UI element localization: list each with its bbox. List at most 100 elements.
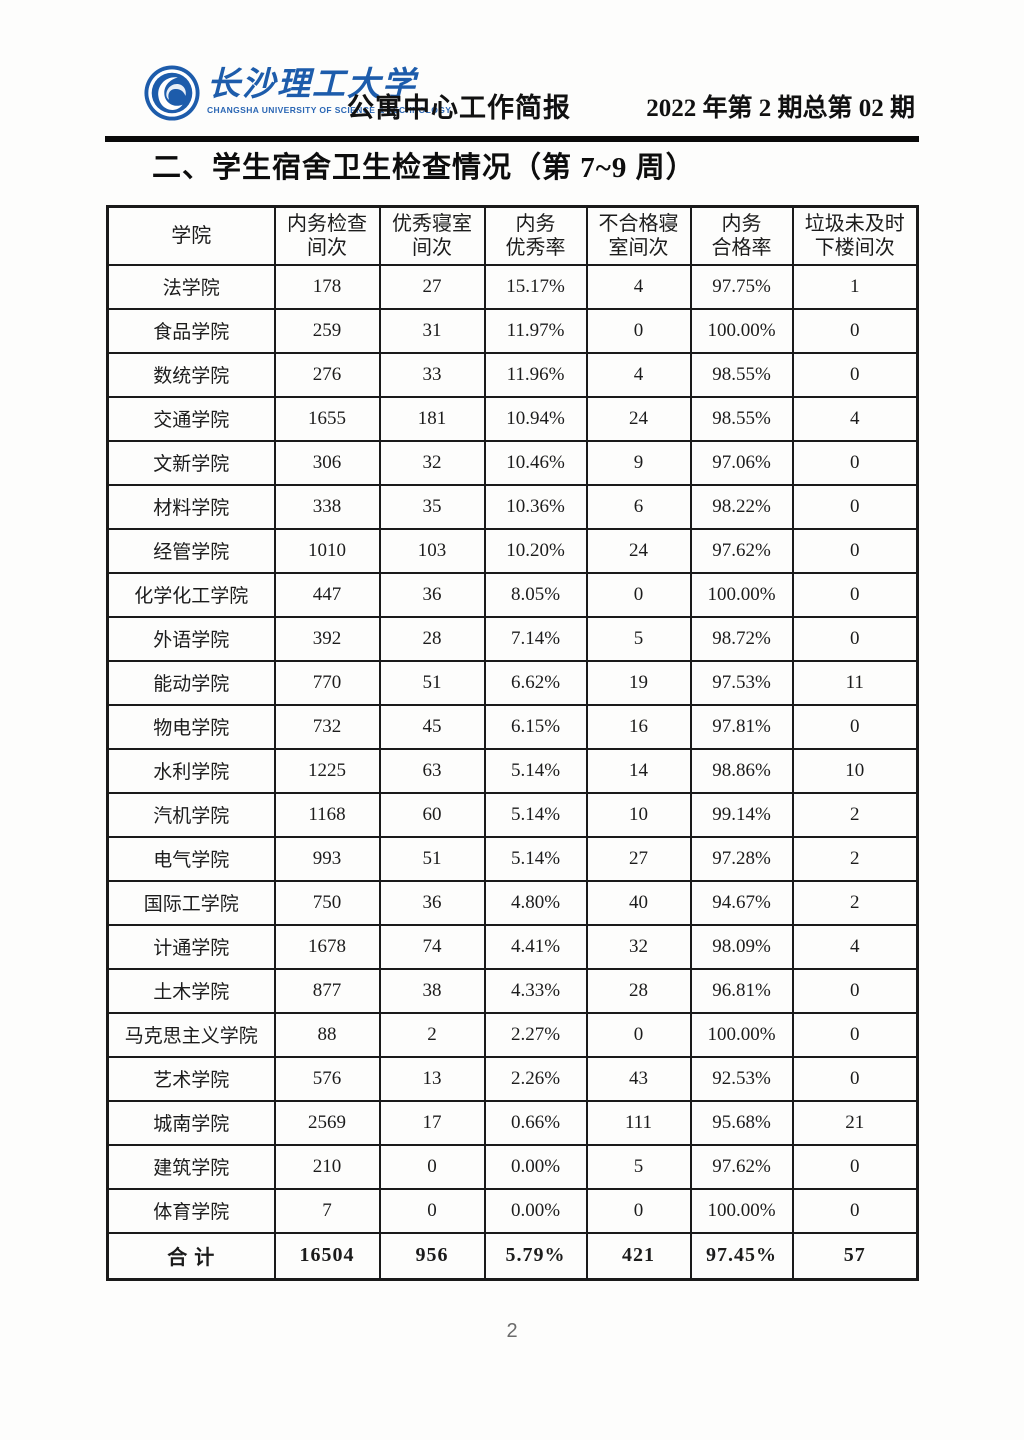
value-cell: 0 — [791, 1011, 919, 1058]
value-cell: 178 — [273, 263, 381, 310]
university-emblem-icon — [144, 65, 200, 121]
value-cell: 32 — [585, 923, 692, 970]
university-logo: 长沙理工大学 CHANGSHA UNIVERSITY OF SCIENCE & … — [143, 64, 451, 122]
value-cell: 993 — [273, 835, 381, 882]
table-row: 物电学院 732 45 6.15% 16 97.81% 0 — [106, 703, 919, 750]
value-cell: 2.26% — [483, 1055, 588, 1102]
table-total-row: 合 计 16504 956 5.79% 421 97.45% 57 — [106, 1231, 919, 1281]
col-header-pass-rate: 内务 合格率 — [689, 205, 794, 266]
value-cell: 35 — [378, 483, 486, 530]
table-row: 文新学院 306 32 10.46% 9 97.06% 0 — [106, 439, 919, 486]
value-cell: 11 — [791, 659, 919, 706]
value-cell: 0 — [585, 307, 692, 354]
table-row: 经管学院 1010 103 10.20% 24 97.62% 0 — [106, 527, 919, 574]
value-cell: 32 — [378, 439, 486, 486]
table-row: 城南学院 2569 17 0.66% 111 95.68% 21 — [106, 1099, 919, 1146]
value-cell: 97.62% — [689, 527, 794, 574]
value-cell: 38 — [378, 967, 486, 1014]
value-cell: 2 — [791, 879, 919, 926]
table-row: 法学院 178 27 15.17% 4 97.75% 1 — [106, 263, 919, 310]
table-row: 外语学院 392 28 7.14% 5 98.72% 0 — [106, 615, 919, 662]
value-cell: 17 — [378, 1099, 486, 1146]
table-row: 食品学院 259 31 11.97% 0 100.00% 0 — [106, 307, 919, 354]
value-cell: 2.27% — [483, 1011, 588, 1058]
table-row: 艺术学院 576 13 2.26% 43 92.53% 0 — [106, 1055, 919, 1102]
value-cell: 28 — [585, 967, 692, 1014]
table-row: 水利学院 1225 63 5.14% 14 98.86% 10 — [106, 747, 919, 794]
value-cell: 6.62% — [483, 659, 588, 706]
value-cell: 0 — [791, 1187, 919, 1234]
value-cell: 10.94% — [483, 395, 588, 442]
college-name-cell: 建筑学院 — [106, 1143, 276, 1190]
table-header: 学院 内务检查 间次 优秀寝室 间次 内务 优秀率 不合格寝 室间次 内务 合格… — [106, 205, 919, 266]
value-cell: 4 — [791, 395, 919, 442]
value-cell: 15.17% — [483, 263, 588, 310]
value-cell: 1010 — [273, 527, 381, 574]
value-cell: 576 — [273, 1055, 381, 1102]
college-name-cell: 经管学院 — [106, 527, 276, 574]
value-cell: 4 — [791, 923, 919, 970]
col-header-trash-late: 垃圾未及时 下楼间次 — [791, 205, 919, 266]
value-cell: 98.22% — [689, 483, 794, 530]
value-cell: 2569 — [273, 1099, 381, 1146]
value-cell: 63 — [378, 747, 486, 794]
college-name-cell: 汽机学院 — [106, 791, 276, 838]
value-cell: 0 — [791, 703, 919, 750]
value-cell: 98.86% — [689, 747, 794, 794]
value-cell: 9 — [585, 439, 692, 486]
value-cell: 5.79% — [483, 1231, 588, 1281]
table-row: 数统学院 276 33 11.96% 4 98.55% 0 — [106, 351, 919, 398]
value-cell: 5.14% — [483, 747, 588, 794]
value-cell: 11.97% — [483, 307, 588, 354]
value-cell: 0.00% — [483, 1187, 588, 1234]
value-cell: 4 — [585, 263, 692, 310]
value-cell: 0 — [791, 483, 919, 530]
value-cell: 16504 — [273, 1231, 381, 1281]
table-row: 计通学院 1678 74 4.41% 32 98.09% 4 — [106, 923, 919, 970]
value-cell: 877 — [273, 967, 381, 1014]
value-cell: 24 — [585, 395, 692, 442]
value-cell: 0 — [791, 967, 919, 1014]
college-name-cell: 电气学院 — [106, 835, 276, 882]
college-name-cell: 材料学院 — [106, 483, 276, 530]
value-cell: 19 — [585, 659, 692, 706]
value-cell: 0 — [791, 351, 919, 398]
masthead: 长沙理工大学 CHANGSHA UNIVERSITY OF SCIENCE & … — [105, 62, 919, 142]
col-header-inspected: 内务检查 间次 — [273, 205, 381, 266]
value-cell: 95.68% — [689, 1099, 794, 1146]
value-cell: 21 — [791, 1099, 919, 1146]
college-name-cell: 数统学院 — [106, 351, 276, 398]
college-name-cell: 土木学院 — [106, 967, 276, 1014]
table-row: 电气学院 993 51 5.14% 27 97.28% 2 — [106, 835, 919, 882]
value-cell: 98.55% — [689, 395, 794, 442]
college-name-cell: 食品学院 — [106, 307, 276, 354]
college-name-cell: 合 计 — [106, 1231, 276, 1281]
value-cell: 1655 — [273, 395, 381, 442]
value-cell: 7.14% — [483, 615, 588, 662]
college-name-cell: 城南学院 — [106, 1099, 276, 1146]
value-cell: 4.41% — [483, 923, 588, 970]
value-cell: 98.55% — [689, 351, 794, 398]
table-row: 体育学院 7 0 0.00% 0 100.00% 0 — [106, 1187, 919, 1234]
value-cell: 7 — [273, 1187, 381, 1234]
value-cell: 259 — [273, 307, 381, 354]
value-cell: 750 — [273, 879, 381, 926]
col-header-college: 学院 — [106, 205, 276, 266]
college-name-cell: 水利学院 — [106, 747, 276, 794]
value-cell: 732 — [273, 703, 381, 750]
value-cell: 10 — [585, 791, 692, 838]
value-cell: 33 — [378, 351, 486, 398]
value-cell: 27 — [378, 263, 486, 310]
value-cell: 43 — [585, 1055, 692, 1102]
value-cell: 45 — [378, 703, 486, 750]
value-cell: 98.72% — [689, 615, 794, 662]
value-cell: 97.06% — [689, 439, 794, 486]
college-name-cell: 外语学院 — [106, 615, 276, 662]
college-name-cell: 化学化工学院 — [106, 571, 276, 618]
value-cell: 0 — [791, 1143, 919, 1190]
value-cell: 51 — [378, 659, 486, 706]
table-row: 交通学院 1655 181 10.94% 24 98.55% 4 — [106, 395, 919, 442]
page-number: 2 — [506, 1320, 518, 1342]
table-row: 汽机学院 1168 60 5.14% 10 99.14% 2 — [106, 791, 919, 838]
